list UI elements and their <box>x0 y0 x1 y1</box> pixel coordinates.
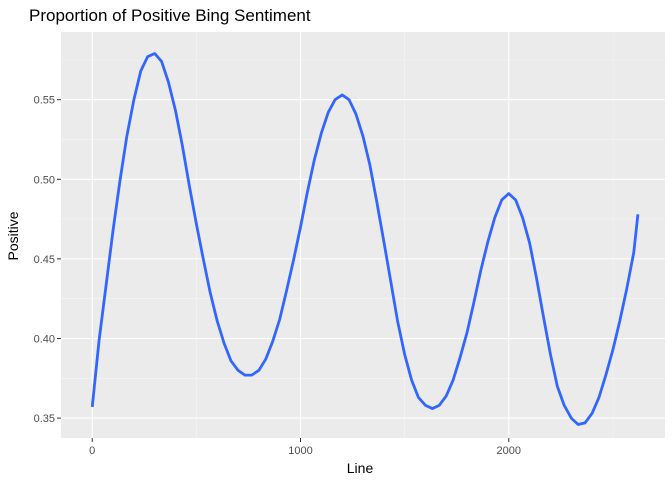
major-gridlines <box>61 32 665 438</box>
x-tick-label: 1000 <box>288 445 312 457</box>
y-tick-label: 0.50 <box>34 174 55 186</box>
y-tick-label: 0.35 <box>34 413 55 425</box>
x-tick-label: 0 <box>89 445 95 457</box>
y-tick-label: 0.55 <box>34 95 55 107</box>
y-axis-ticks: 0.35 0.40 0.45 0.50 0.55 <box>34 95 61 425</box>
series-line <box>90 52 640 426</box>
plot-panel <box>61 32 665 438</box>
y-axis-title: Positive <box>5 211 21 260</box>
x-tick-label: 2000 <box>497 445 521 457</box>
y-tick-label: 0.45 <box>34 254 55 266</box>
series-lines <box>90 52 640 426</box>
y-tick-label: 0.40 <box>34 333 55 345</box>
x-axis-ticks: 0 1000 2000 <box>89 438 521 457</box>
x-axis-title: Line <box>347 460 374 476</box>
chart-title: Proportion of Positive Bing Sentiment <box>29 6 311 25</box>
